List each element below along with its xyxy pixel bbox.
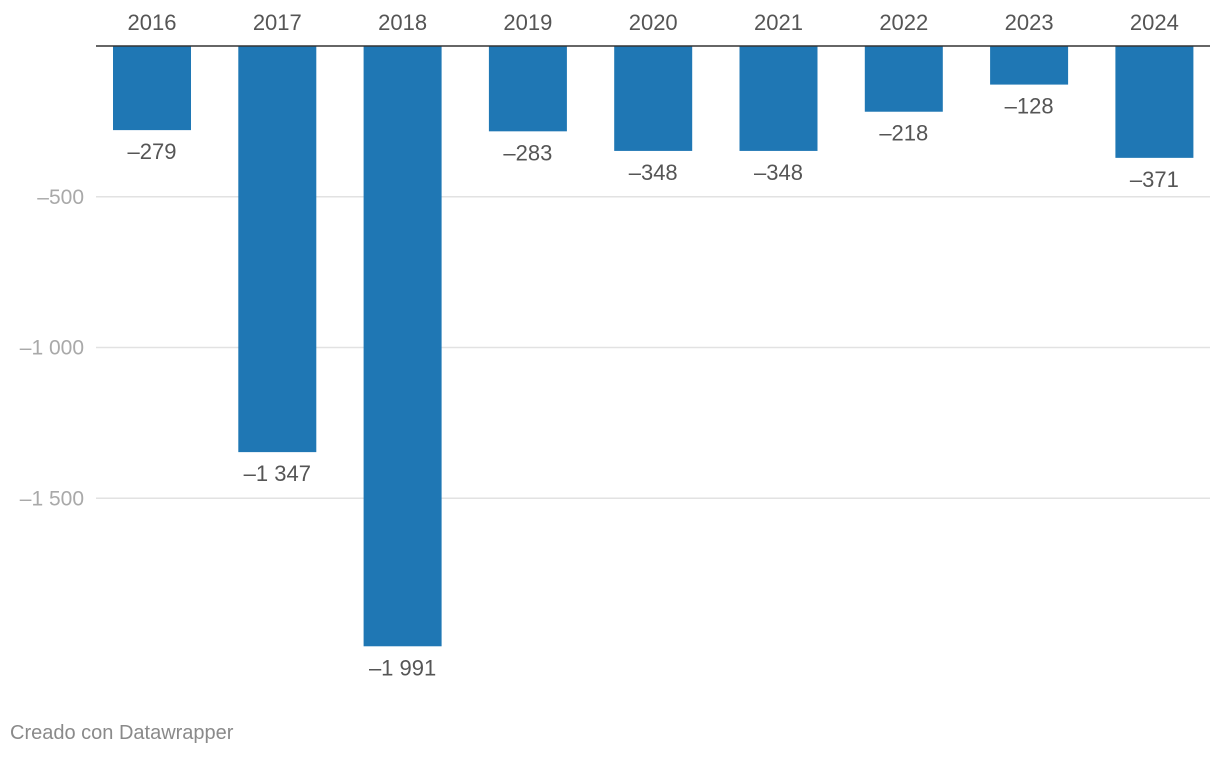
- y-tick-label: –1 000: [20, 337, 84, 360]
- bar: [113, 46, 191, 131]
- x-tick-label: 2024: [1130, 10, 1179, 35]
- bar-series: [113, 46, 1194, 647]
- bar: [739, 46, 818, 151]
- bar: [990, 46, 1069, 85]
- x-axis-labels: 2016 2017 2018 2019 2020 2021 2022 2023 2024: [128, 10, 1179, 35]
- x-tick-label: 2016: [128, 10, 177, 35]
- bar: [614, 46, 693, 151]
- x-tick-label: 2023: [1005, 10, 1054, 35]
- data-label: –348: [629, 160, 678, 185]
- x-tick-label: 2017: [253, 10, 302, 35]
- bar-chart: 2016 2017 2018 2019 2020 2021 2022 2023 2024 –50…: [20, 10, 1210, 681]
- y-tick-label: –500: [37, 186, 84, 209]
- bar: [1115, 46, 1194, 158]
- x-tick-label: 2020: [629, 10, 678, 35]
- x-tick-label: 2022: [879, 10, 928, 35]
- data-label: –1 347: [244, 461, 311, 486]
- data-label: –283: [503, 140, 552, 165]
- bar: [238, 46, 317, 453]
- value-labels: –279 –1 347 –1 991 –283 –348 –348 –218 –128 –371: [128, 94, 1179, 681]
- data-label: –128: [1005, 94, 1054, 119]
- y-axis-labels: –500 –1 000 –1 500: [20, 186, 84, 511]
- x-tick-label: 2018: [378, 10, 427, 35]
- bar: [488, 46, 567, 132]
- data-label: –371: [1130, 167, 1179, 192]
- x-tick-label: 2019: [503, 10, 552, 35]
- bar: [864, 46, 943, 112]
- data-label: –348: [754, 160, 803, 185]
- data-label: –279: [128, 139, 177, 164]
- credit-text: Creado con Datawrapper: [10, 722, 234, 744]
- bar: [363, 46, 442, 647]
- data-label: –218: [879, 121, 928, 146]
- data-label: –1 991: [369, 655, 436, 680]
- x-tick-label: 2021: [754, 10, 803, 35]
- y-tick-label: –1 500: [20, 487, 84, 510]
